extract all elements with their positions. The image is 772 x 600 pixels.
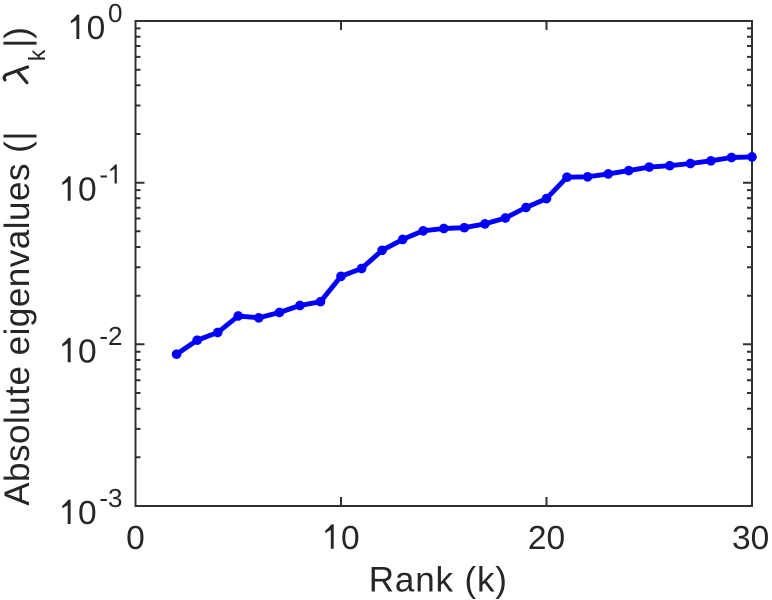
svg-text:0: 0 [126, 520, 145, 557]
svg-text:0: 0 [108, 0, 122, 28]
svg-text:3: 3 [108, 483, 122, 513]
svg-text:30: 30 [732, 520, 769, 557]
svg-text:-: - [99, 160, 108, 190]
svg-text:Absolute eigenvalues (|: Absolute eigenvalues (| [0, 131, 37, 506]
svg-text:2: 2 [108, 321, 122, 351]
svg-text:k: k [24, 49, 50, 61]
svg-text:0: 0 [78, 172, 97, 209]
svg-text:0: 0 [341, 520, 360, 557]
svg-text:0: 0 [78, 333, 97, 370]
svg-text:20: 20 [528, 520, 565, 557]
svg-text:-: - [99, 483, 108, 513]
svg-text:Rank (k): Rank (k) [369, 561, 508, 600]
svg-text:-: - [99, 321, 108, 351]
svg-text:0: 0 [87, 10, 106, 47]
svg-text:|): |) [0, 27, 37, 48]
svg-text:0: 0 [78, 495, 97, 532]
